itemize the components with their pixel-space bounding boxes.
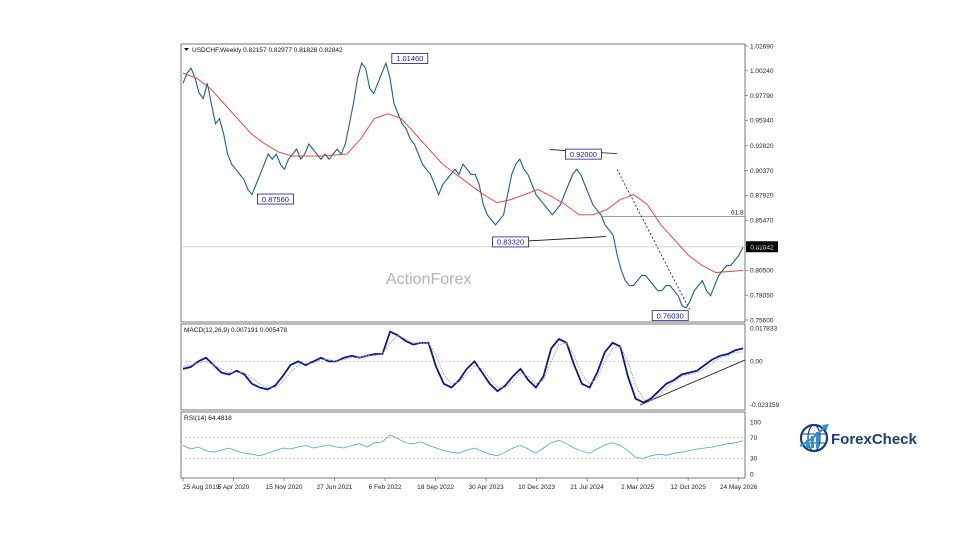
price-ytick-label: 0.85470	[750, 217, 774, 224]
macd-panel-frame	[180, 323, 746, 411]
price-ytick-label: 0.90370	[750, 168, 774, 175]
x-tick-label: 25 Aug 2019	[183, 484, 220, 491]
rsi-ytick-label: 0	[750, 471, 754, 478]
rsi-header: RSI(14) 64.4818	[184, 415, 232, 422]
price-label: 0.87560	[262, 195, 289, 204]
watermark: ActionForex	[386, 271, 471, 288]
macd-ytick-label: -0.023159	[750, 402, 780, 409]
x-tick-label: 6 Feb 2022	[369, 484, 402, 491]
x-tick-label: 27 Jun 2021	[317, 484, 353, 491]
macd-header: MACD(12,26,9) 0.007191 0.005478	[184, 327, 287, 334]
fib-618-label: 61.8	[731, 209, 744, 216]
price-ytick-label: 0.75600	[750, 317, 774, 324]
logo-text: ForexCheck	[831, 431, 918, 448]
rsi-ytick-label: 30	[750, 456, 758, 463]
forexcheck-logo: ForexCheck	[799, 423, 918, 453]
price-ytick-label: 1.00240	[750, 68, 774, 75]
x-tick-label: 10 Dec 2023	[518, 484, 555, 491]
macd-layer	[181, 330, 746, 406]
current-price-tag	[746, 241, 778, 253]
macd-ytick-label: 0.00	[750, 359, 763, 366]
price-label-box	[651, 310, 689, 322]
x-tick-label: 2 Mar 2025	[621, 484, 654, 491]
x-tick-label: 15 Nov 2020	[266, 484, 303, 491]
rsi-layer	[181, 434, 745, 459]
macd-line	[182, 330, 744, 404]
x-tick-label: 5 Apr 2020	[218, 484, 250, 491]
rsi-line	[182, 434, 744, 459]
ma-series-line	[182, 72, 744, 273]
macd-ytick-label: 0.017833	[750, 325, 777, 332]
price-label-box	[565, 148, 602, 160]
price-layer: 61.8 1.01460 0.87560 0.83320 0.92000 0.76030 0…	[181, 53, 778, 322]
price-ytick-label: 0.80500	[750, 268, 774, 275]
dropdown-arrow-icon[interactable]	[184, 48, 189, 51]
price-label: 1.01460	[396, 54, 423, 63]
price-label-box	[492, 236, 530, 248]
price-label: 0.92000	[570, 150, 597, 159]
price-ytick-label: 0.83020	[750, 242, 774, 249]
price-ytick-label: 0.95340	[750, 118, 774, 125]
macd-trendline	[639, 359, 746, 406]
rsi-ytick-label: 70	[750, 435, 758, 442]
price-label: 0.83320	[497, 238, 524, 247]
globe-icon	[799, 423, 829, 453]
rsi-panel-frame	[180, 411, 746, 479]
macd-signal-line	[182, 334, 743, 401]
price-label: 0.76030	[657, 311, 684, 320]
price-ytick-label: 0.92820	[750, 143, 774, 150]
rsi-ytick-label: 100	[750, 419, 761, 426]
current-price-tag-label: 0.82842	[750, 244, 774, 251]
price-label-box	[256, 193, 294, 205]
price-ytick-label: 0.97790	[750, 93, 774, 100]
price-ytick-label: 0.78050	[750, 293, 774, 300]
axis-layer: 1.02690 1.00240 0.97790 0.95340 0.92820 0.903…	[182, 43, 780, 491]
price-header: USDCHF,Weekly 0.82157 0.82977 0.81828 0.…	[192, 47, 343, 54]
x-tick-label: 18 Sep 2022	[417, 484, 454, 491]
price-ytick-label: 0.87920	[750, 193, 774, 200]
price-ytick-label: 1.02690	[750, 43, 774, 50]
price-series-line	[182, 61, 744, 309]
price-panel-frame	[180, 43, 746, 323]
x-tick-label: 21 Jul 2024	[570, 484, 604, 491]
x-tick-label: 30 Apr 2023	[469, 484, 504, 491]
price-label-box	[391, 53, 429, 64]
x-tick-label: 24 May 2026	[720, 484, 758, 491]
x-tick-label: 12 Oct 2025	[670, 484, 706, 491]
